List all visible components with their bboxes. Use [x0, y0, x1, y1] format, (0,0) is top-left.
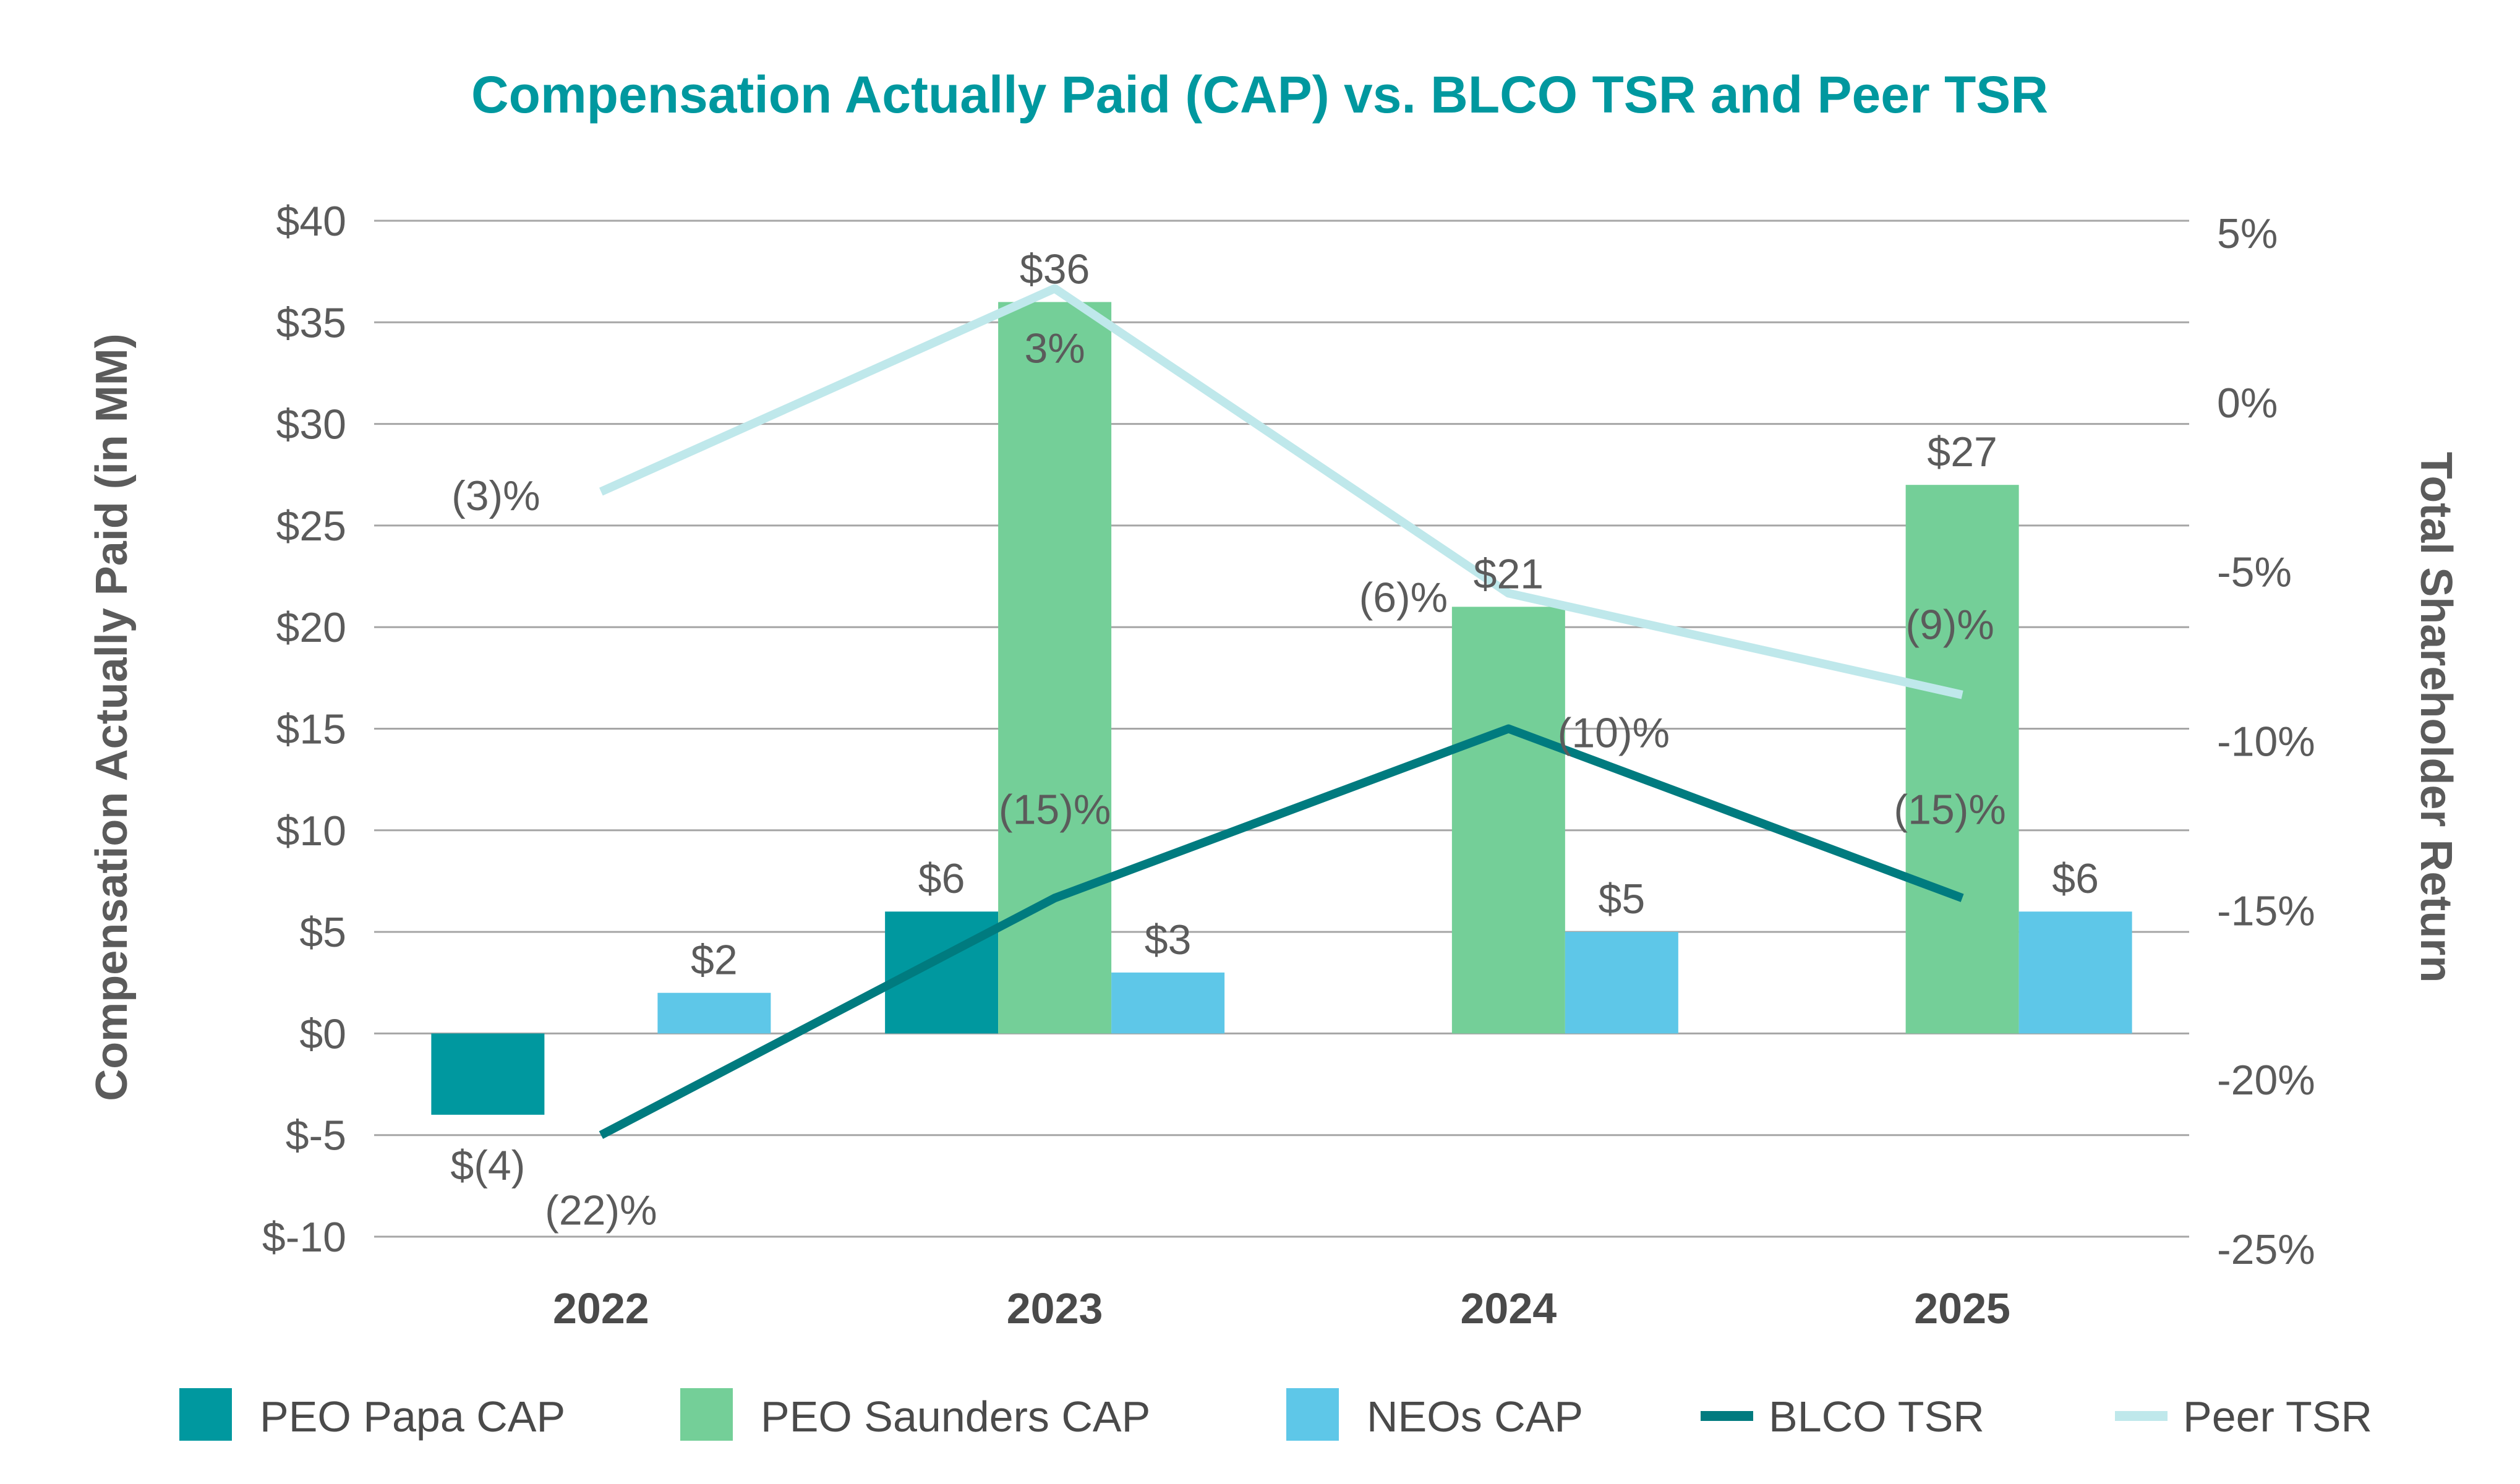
- y2-tick-label: -25%: [2217, 1226, 2315, 1273]
- bar-data-label: $6: [918, 855, 965, 902]
- legend-label: BLCO TSR: [1769, 1392, 1984, 1441]
- line-data-label: (15)%: [999, 786, 1111, 833]
- bar: [431, 1033, 545, 1115]
- chart-title: Compensation Actually Paid (CAP) vs. BLC…: [471, 66, 2048, 124]
- line-data-label: (15)%: [1894, 786, 2005, 833]
- line-data-label: (10)%: [1558, 710, 1670, 757]
- line-data-label: 3%: [1024, 325, 1085, 372]
- bar-data-label: $3: [1145, 916, 1192, 963]
- bar-data-label: $36: [1020, 245, 1090, 292]
- bar-data-label: $(4): [450, 1142, 525, 1189]
- bar: [657, 992, 771, 1034]
- legend-swatch: [1286, 1388, 1339, 1441]
- legend-label: Peer TSR: [2183, 1392, 2372, 1441]
- data-labels: $(4) $6 $36 $21 $27 $2 $3 $5 $6 (22)% (15)% (10)% (1…: [450, 245, 2099, 1234]
- legend-swatch: [2115, 1411, 2168, 1421]
- line-data-label: (9)%: [1905, 602, 1994, 649]
- bar: [998, 302, 1112, 1034]
- legend-swatch: [680, 1388, 733, 1441]
- y2-tick-label: -20%: [2217, 1057, 2315, 1104]
- y-tick-label: $40: [276, 198, 346, 245]
- y-tick-label: $15: [276, 706, 346, 753]
- y-axis-title: Compensation Actually Paid (in MM): [87, 333, 137, 1101]
- y-tick-label: $20: [276, 604, 346, 651]
- legend-label: NEOs CAP: [1367, 1392, 1583, 1441]
- y-tick-label: $5: [299, 909, 346, 956]
- legend: PEO Papa CAP PEO Saunders CAP NEOs CAP BLCO…: [179, 1388, 2372, 1441]
- bar-data-label: $21: [1474, 550, 1544, 597]
- bar: [1451, 607, 1565, 1034]
- y2-tick-label: 5%: [2217, 210, 2278, 257]
- x-tick-label: 2025: [1914, 1284, 2010, 1333]
- x-tick-label: 2022: [553, 1284, 649, 1333]
- y-tick-label: $10: [276, 808, 346, 855]
- line-series: [599, 284, 1964, 1139]
- bar-data-label: $2: [691, 937, 738, 984]
- y-tick-label: $35: [276, 299, 346, 346]
- x-tick-label: 2023: [1007, 1284, 1103, 1333]
- gridlines: [374, 220, 2189, 1238]
- bar: [885, 911, 999, 1034]
- bar: [2018, 911, 2132, 1034]
- y-tick-label: $30: [276, 401, 346, 448]
- legend-label: PEO Saunders CAP: [761, 1392, 1150, 1441]
- legend-swatch: [1701, 1411, 1753, 1421]
- bar: [1565, 932, 1678, 1034]
- y2-axis-title: Total Shareholder Return: [2411, 452, 2461, 983]
- y2-tick-label: -5%: [2217, 549, 2292, 596]
- line-data-label: (3)%: [451, 472, 540, 519]
- y-tick-label: $-5: [286, 1112, 346, 1159]
- bar-data-label: $27: [1927, 429, 1997, 475]
- y2-tick-label: 0%: [2217, 380, 2278, 427]
- bar-data-label: $5: [1599, 876, 1646, 923]
- axis-ticks: $40 $35 $30 $25 $20 $15 $10 $5 $0 $-5 $-10 5% 0% -5% -…: [262, 198, 2315, 1333]
- y-tick-label: $0: [299, 1010, 346, 1057]
- y-tick-label: $25: [276, 503, 346, 550]
- tsr-line: [599, 284, 1963, 699]
- line-data-label: (6)%: [1359, 574, 1448, 621]
- legend-label: PEO Papa CAP: [260, 1392, 565, 1441]
- y2-tick-label: -15%: [2217, 887, 2315, 934]
- bar-data-label: $6: [2052, 855, 2099, 902]
- y2-tick-label: -10%: [2217, 719, 2315, 765]
- legend-swatch: [179, 1388, 232, 1441]
- tsr-line: [599, 724, 1964, 1139]
- line-data-label: (22)%: [545, 1187, 657, 1234]
- bar-series: [431, 302, 2132, 1115]
- bar: [1905, 485, 2019, 1034]
- x-tick-label: 2024: [1461, 1284, 1557, 1333]
- bar: [1111, 972, 1225, 1034]
- y-tick-label: $-10: [262, 1214, 346, 1261]
